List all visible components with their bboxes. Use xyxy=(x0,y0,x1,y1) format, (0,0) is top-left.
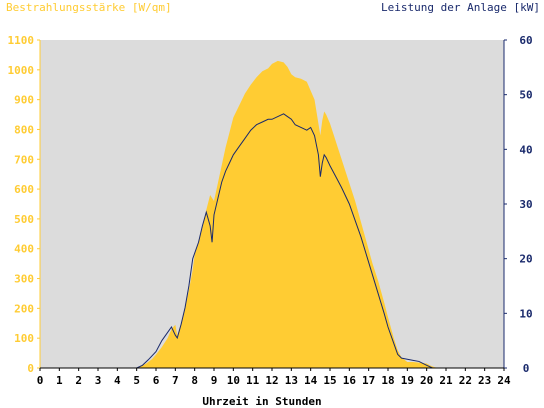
right-axis-title: Leistung der Anlage [kW] xyxy=(381,1,540,14)
x-tick-label: 16 xyxy=(343,374,357,387)
x-tick-label: 17 xyxy=(362,374,375,387)
left-axis-ticks: 0 100 200 300 400 500 600 700 800 900 1000 1100 xyxy=(8,34,40,375)
left-tick-label: 900 xyxy=(14,94,34,107)
x-tick-label: 8 xyxy=(191,374,198,387)
x-axis-ticks: 0 1 2 3 4 5 6 7 8 9 10 11 12 13 14 15 16 17 18 19 20 21 22 23 24 xyxy=(37,368,511,387)
x-tick-label: 21 xyxy=(439,374,453,387)
x-tick-label: 3 xyxy=(95,374,102,387)
left-tick-label: 0 xyxy=(27,362,34,375)
x-tick-label: 2 xyxy=(75,374,82,387)
power-line xyxy=(40,113,504,369)
x-tick-label: 15 xyxy=(323,374,336,387)
left-tick-label: 400 xyxy=(14,243,34,256)
right-tick-label: 30 xyxy=(519,198,532,211)
irradiance-area-series xyxy=(40,60,504,369)
left-tick-label: 600 xyxy=(14,183,34,196)
x-tick-label: 14 xyxy=(304,374,318,387)
power-line-series xyxy=(40,113,504,369)
right-tick-label: 20 xyxy=(519,253,532,266)
x-tick-label: 7 xyxy=(172,374,179,387)
x-tick-label: 11 xyxy=(246,374,260,387)
irradiance-area xyxy=(40,60,504,369)
left-tick-label: 500 xyxy=(14,213,34,226)
x-tick-label: 9 xyxy=(211,374,218,387)
left-tick-label: 1000 xyxy=(8,64,35,77)
left-tick-label: 800 xyxy=(14,123,34,136)
x-tick-label: 22 xyxy=(459,374,472,387)
x-tick-label: 13 xyxy=(285,374,298,387)
x-tick-label: 18 xyxy=(381,374,394,387)
right-tick-label: 60 xyxy=(519,34,532,47)
x-tick-label: 23 xyxy=(478,374,491,387)
left-tick-label: 700 xyxy=(14,153,34,166)
left-tick-label: 1100 xyxy=(8,34,35,47)
x-tick-label: 4 xyxy=(114,374,121,387)
right-axis-ticks: 0 10 20 30 40 50 60 xyxy=(504,34,533,375)
x-tick-label: 5 xyxy=(133,374,140,387)
x-tick-label: 6 xyxy=(153,374,160,387)
x-tick-label: 10 xyxy=(227,374,240,387)
left-tick-label: 100 xyxy=(14,332,34,345)
left-tick-label: 300 xyxy=(14,273,34,286)
x-tick-label: 12 xyxy=(265,374,278,387)
x-tick-label: 1 xyxy=(56,374,63,387)
right-tick-label: 0 xyxy=(523,362,530,375)
right-tick-label: 40 xyxy=(519,143,532,156)
left-axis-title: Bestrahlungsstärke [W/qm] xyxy=(6,1,172,14)
right-tick-label: 50 xyxy=(519,89,532,102)
right-tick-label: 10 xyxy=(519,307,532,320)
x-tick-label: 24 xyxy=(497,374,511,387)
x-tick-label: 0 xyxy=(37,374,44,387)
x-axis-title: Uhrzeit in Stunden xyxy=(202,395,321,408)
x-tick-label: 20 xyxy=(420,374,433,387)
left-tick-label: 200 xyxy=(14,302,34,315)
x-tick-label: 19 xyxy=(401,374,414,387)
